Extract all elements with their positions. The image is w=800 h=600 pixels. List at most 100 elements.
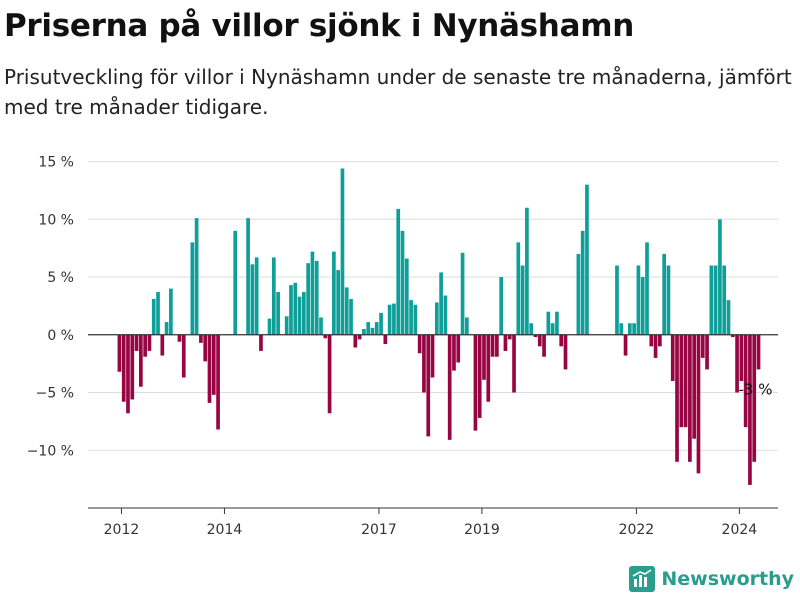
bar bbox=[143, 334, 147, 357]
bar bbox=[615, 265, 619, 335]
bar bbox=[559, 334, 564, 347]
bar bbox=[199, 334, 203, 343]
bar bbox=[576, 253, 581, 335]
bar bbox=[250, 264, 255, 335]
chart-subtitle: Prisutveckling för villor i Nynäshamn un… bbox=[4, 65, 792, 119]
bar bbox=[211, 334, 216, 395]
bar bbox=[636, 265, 641, 335]
bar bbox=[512, 334, 516, 393]
bar bbox=[718, 219, 722, 335]
bar bbox=[705, 334, 709, 370]
bar bbox=[203, 334, 208, 362]
bar bbox=[177, 334, 182, 342]
x-axis-ticks: 2012 2014 2017 2019 2022 2024 bbox=[104, 508, 758, 538]
bar bbox=[271, 257, 276, 335]
bar bbox=[139, 334, 143, 387]
bar bbox=[126, 334, 130, 414]
bar bbox=[254, 257, 259, 335]
bar bbox=[413, 304, 418, 335]
bar bbox=[640, 277, 645, 335]
bar bbox=[409, 300, 413, 335]
y-tick-label: −5 % bbox=[36, 386, 74, 402]
bar bbox=[284, 316, 289, 335]
bar bbox=[392, 303, 396, 335]
bar bbox=[696, 334, 701, 474]
bar bbox=[752, 334, 757, 462]
bar bbox=[709, 265, 714, 335]
bar bbox=[499, 277, 504, 335]
bar bbox=[713, 265, 718, 335]
y-tick-label: 10 % bbox=[38, 212, 74, 228]
bar bbox=[533, 334, 538, 338]
bar bbox=[117, 334, 122, 372]
bar bbox=[314, 260, 319, 335]
bar bbox=[379, 312, 383, 335]
bar bbox=[302, 292, 306, 335]
bar bbox=[490, 334, 495, 357]
bar bbox=[748, 334, 752, 485]
bar bbox=[426, 334, 431, 437]
bar bbox=[306, 263, 310, 335]
bar bbox=[147, 334, 152, 351]
bar bbox=[722, 265, 727, 335]
bar bbox=[555, 311, 559, 335]
bar bbox=[520, 265, 525, 335]
x-tick-label: 2014 bbox=[207, 522, 243, 538]
bar bbox=[190, 242, 195, 335]
bar bbox=[357, 334, 362, 340]
bar bbox=[216, 334, 220, 430]
y-axis-ticks: 15 % 10 % 5 % 0 % −5 % −10 % bbox=[27, 155, 74, 460]
bar bbox=[422, 334, 426, 393]
x-tick-label: 2017 bbox=[361, 522, 397, 538]
bar bbox=[151, 298, 156, 335]
bar-chart-logo-icon bbox=[629, 566, 656, 592]
bar bbox=[353, 334, 358, 348]
bar bbox=[164, 322, 169, 335]
bar bbox=[495, 334, 499, 357]
bar bbox=[332, 251, 336, 335]
bar bbox=[537, 334, 542, 347]
bar bbox=[730, 334, 735, 338]
bar bbox=[246, 218, 250, 335]
bar bbox=[400, 230, 405, 335]
bar bbox=[503, 334, 508, 351]
bar bbox=[181, 334, 186, 378]
bar bbox=[670, 334, 675, 381]
bar bbox=[323, 334, 328, 339]
y-tick-label: −10 % bbox=[27, 443, 74, 459]
y-tick-label: 0 % bbox=[47, 328, 74, 344]
bar bbox=[743, 334, 748, 428]
bar bbox=[756, 334, 761, 370]
bar bbox=[456, 334, 461, 363]
bar bbox=[207, 334, 212, 403]
bar bbox=[460, 252, 465, 335]
bar bbox=[739, 334, 744, 381]
bar bbox=[134, 334, 139, 351]
bar bbox=[156, 292, 160, 335]
x-tick-label: 2022 bbox=[619, 522, 655, 538]
last-value-label: -3 % bbox=[739, 380, 773, 398]
bar bbox=[627, 323, 632, 335]
bar bbox=[623, 334, 628, 356]
bar bbox=[645, 242, 649, 335]
bar bbox=[550, 323, 555, 335]
bar bbox=[259, 334, 263, 351]
bar bbox=[735, 334, 739, 393]
bar bbox=[675, 334, 679, 462]
bar bbox=[700, 334, 705, 358]
bar bbox=[293, 282, 298, 335]
bar bbox=[430, 334, 435, 378]
bar bbox=[194, 218, 199, 335]
bar bbox=[465, 317, 469, 335]
bar bbox=[319, 317, 323, 335]
bar bbox=[387, 304, 392, 335]
bar bbox=[349, 298, 353, 335]
x-tick-label: 2024 bbox=[722, 522, 758, 538]
bar bbox=[658, 334, 662, 347]
bar bbox=[632, 323, 636, 335]
bar bbox=[563, 334, 568, 370]
bar bbox=[169, 288, 173, 335]
bar bbox=[366, 322, 371, 335]
bar bbox=[160, 334, 165, 356]
